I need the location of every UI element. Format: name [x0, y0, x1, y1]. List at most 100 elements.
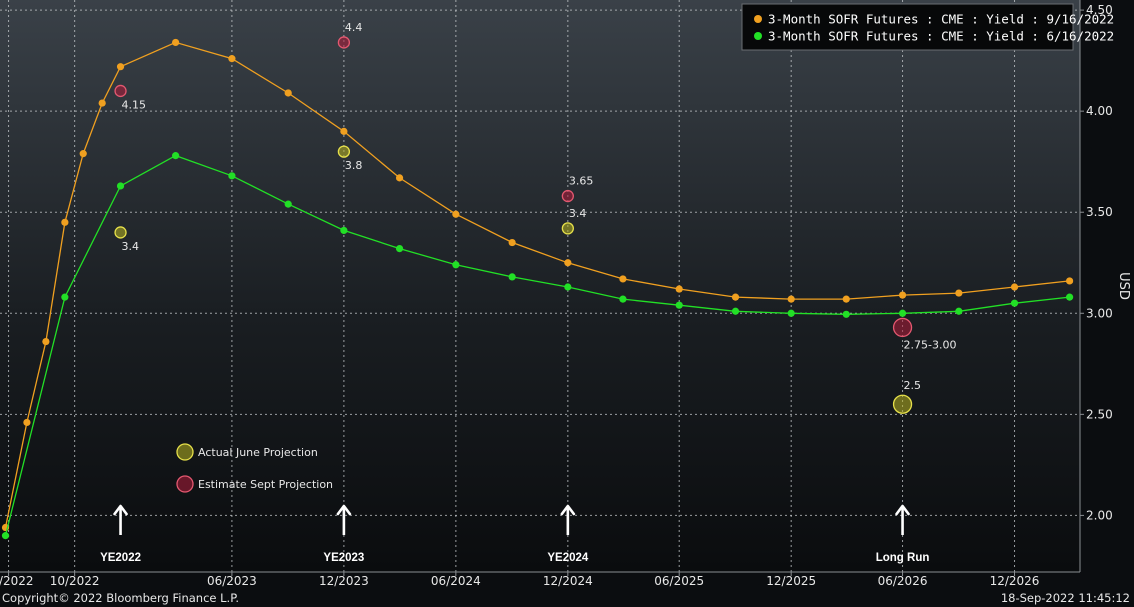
- arrow-up-icon: [113, 504, 128, 516]
- series-2-point: [1010, 299, 1019, 307]
- arrow-up-icon: [336, 504, 352, 516]
- legend-label: 3-Month SOFR Futures : CME : Yield : 6/1…: [768, 29, 1114, 44]
- sept-projection-dot: [892, 317, 913, 338]
- series-1-point: [452, 210, 460, 218]
- y-axis-label: USD: [1116, 272, 1131, 300]
- june-projection-label: 3.8: [345, 159, 363, 172]
- series-1-point: [172, 38, 180, 47]
- series-1-point: [42, 337, 50, 346]
- june-projection-dot: [114, 226, 127, 239]
- june-projection-dot: [561, 222, 574, 235]
- series-legend: 3-Month SOFR Futures : CME : Yield : 9/1…: [741, 3, 1114, 51]
- series-1-point: [1010, 283, 1019, 291]
- series-2-point: [787, 309, 795, 317]
- series-1-point: [79, 150, 87, 158]
- series-2-point: [116, 182, 125, 190]
- sept-projection-dot: [561, 189, 574, 203]
- series-1-point: [842, 295, 850, 303]
- sept-legend-dot: [176, 475, 194, 493]
- y-tick-label: 2.50: [1086, 407, 1113, 421]
- series-line-2: [4, 154, 1070, 536]
- series-1-point: [1065, 277, 1074, 285]
- series-layer: [1, 38, 1074, 540]
- series-2-point: [842, 310, 850, 318]
- y-tick-label: 4.00: [1086, 104, 1113, 118]
- y-tick-labels: 2.00 2.50 3.00 3.50 4.00 4.50: [1080, 3, 1113, 522]
- timestamp-text: 18-Sep-2022 11:45:12: [1000, 591, 1130, 605]
- series-2-point: [675, 301, 683, 309]
- legend-label: 3-Month SOFR Futures : CME : Yield : 9/1…: [768, 12, 1114, 27]
- x-tick-label: 06/2024: [431, 574, 481, 588]
- series-1-point: [898, 291, 907, 299]
- series-2-point: [1065, 293, 1074, 301]
- series-2-point: [955, 307, 963, 315]
- x-tick-label: 06/2023: [207, 574, 257, 588]
- y-tick-label: 3.00: [1086, 306, 1113, 320]
- x-tick-label: 12/2024: [543, 574, 593, 588]
- y-tick-label: 4.50: [1086, 3, 1113, 17]
- series-2-point: [508, 273, 516, 281]
- series-line-1: [4, 41, 1070, 528]
- sofr-yield-chart: 2.00 2.50 3.00 3.50 4.00 4.50 USD 06/2022 10/2…: [0, 0, 1131, 588]
- x-tick-label: 06/2022: [0, 574, 33, 588]
- legend-box: [741, 3, 1074, 51]
- marker-layer: YE2022 YE2023 YE2024 Long Run: [100, 504, 930, 564]
- sept-projection-dot: [337, 36, 351, 49]
- series-1-point: [564, 259, 572, 267]
- series-1-point: [98, 99, 106, 107]
- june-legend-dot: [176, 443, 194, 461]
- x-tick-label: 06/2026: [878, 574, 928, 588]
- x-tick-label: 12/2026: [990, 574, 1040, 588]
- series-1-point: [395, 174, 404, 182]
- june-projection-label: 3.4: [569, 207, 587, 220]
- sept-legend-label: Estimate Sept Projection: [198, 478, 333, 491]
- marker-label: YE2024: [547, 552, 589, 564]
- series-2-point: [898, 309, 907, 317]
- footer: Copyright© 2022 Bloomberg Finance L.P. 1…: [0, 590, 1134, 607]
- series-2-point: [228, 172, 236, 180]
- sept-projection-label: 3.65: [569, 175, 594, 188]
- series-2-point: [61, 293, 69, 301]
- marker-label: YE2022: [100, 552, 141, 564]
- series-1-point: [284, 89, 292, 97]
- sept-projection-label: 4.4: [345, 21, 363, 34]
- series-2-point: [731, 307, 740, 315]
- marker-label: Long Run: [876, 552, 930, 564]
- sept-projection-label: 2.75-3.00: [904, 338, 957, 351]
- series-1-point: [23, 418, 31, 427]
- legend-marker: [754, 15, 762, 23]
- arrow-up-icon: [560, 504, 576, 516]
- grid-lines: [0, 0, 1080, 572]
- series-2-point: [172, 152, 180, 160]
- copyright-text: Copyright© 2022 Bloomberg Finance L.P.: [2, 591, 239, 605]
- x-tick-label: 10/2022: [50, 574, 100, 588]
- series-2-point: [284, 200, 292, 208]
- series-1-point: [116, 63, 125, 71]
- series-1-point: [955, 289, 963, 297]
- june-projection-label: 3.4: [122, 240, 140, 253]
- x-tick-label: 12/2023: [319, 574, 369, 588]
- projection-layer: 3.4 4.15 3.8 4.4 3.4 3.65 2.5 2.75-3.00: [114, 21, 957, 414]
- series-1-point: [508, 238, 516, 247]
- y-tick-label: 3.50: [1086, 205, 1113, 219]
- series-2-point: [395, 245, 404, 253]
- marker-label: YE2023: [323, 552, 364, 564]
- series-1-point: [787, 295, 795, 303]
- series-2-point: [1, 532, 10, 540]
- projection-legend: Actual June Projection Estimate Sept Proj…: [176, 443, 333, 493]
- series-2-point: [452, 261, 460, 269]
- series-2-point: [564, 283, 572, 291]
- series-1-point: [619, 275, 627, 283]
- series-1-point: [675, 285, 683, 293]
- x-tick-label: 12/2025: [766, 574, 816, 588]
- series-2-point: [619, 295, 627, 303]
- x-tick-label: 06/2025: [654, 574, 704, 588]
- series-1-point: [228, 55, 236, 63]
- series-1-point: [731, 293, 740, 301]
- sept-projection-label: 4.15: [122, 98, 147, 111]
- y-tick-label: 2.00: [1086, 508, 1113, 522]
- sept-projection-dot: [114, 84, 127, 98]
- x-tick-labels: 06/2022 10/2022 06/2023 12/2023 06/2024 12/20…: [0, 572, 1039, 588]
- june-projection-dot: [892, 394, 913, 414]
- series-2-point: [340, 226, 348, 235]
